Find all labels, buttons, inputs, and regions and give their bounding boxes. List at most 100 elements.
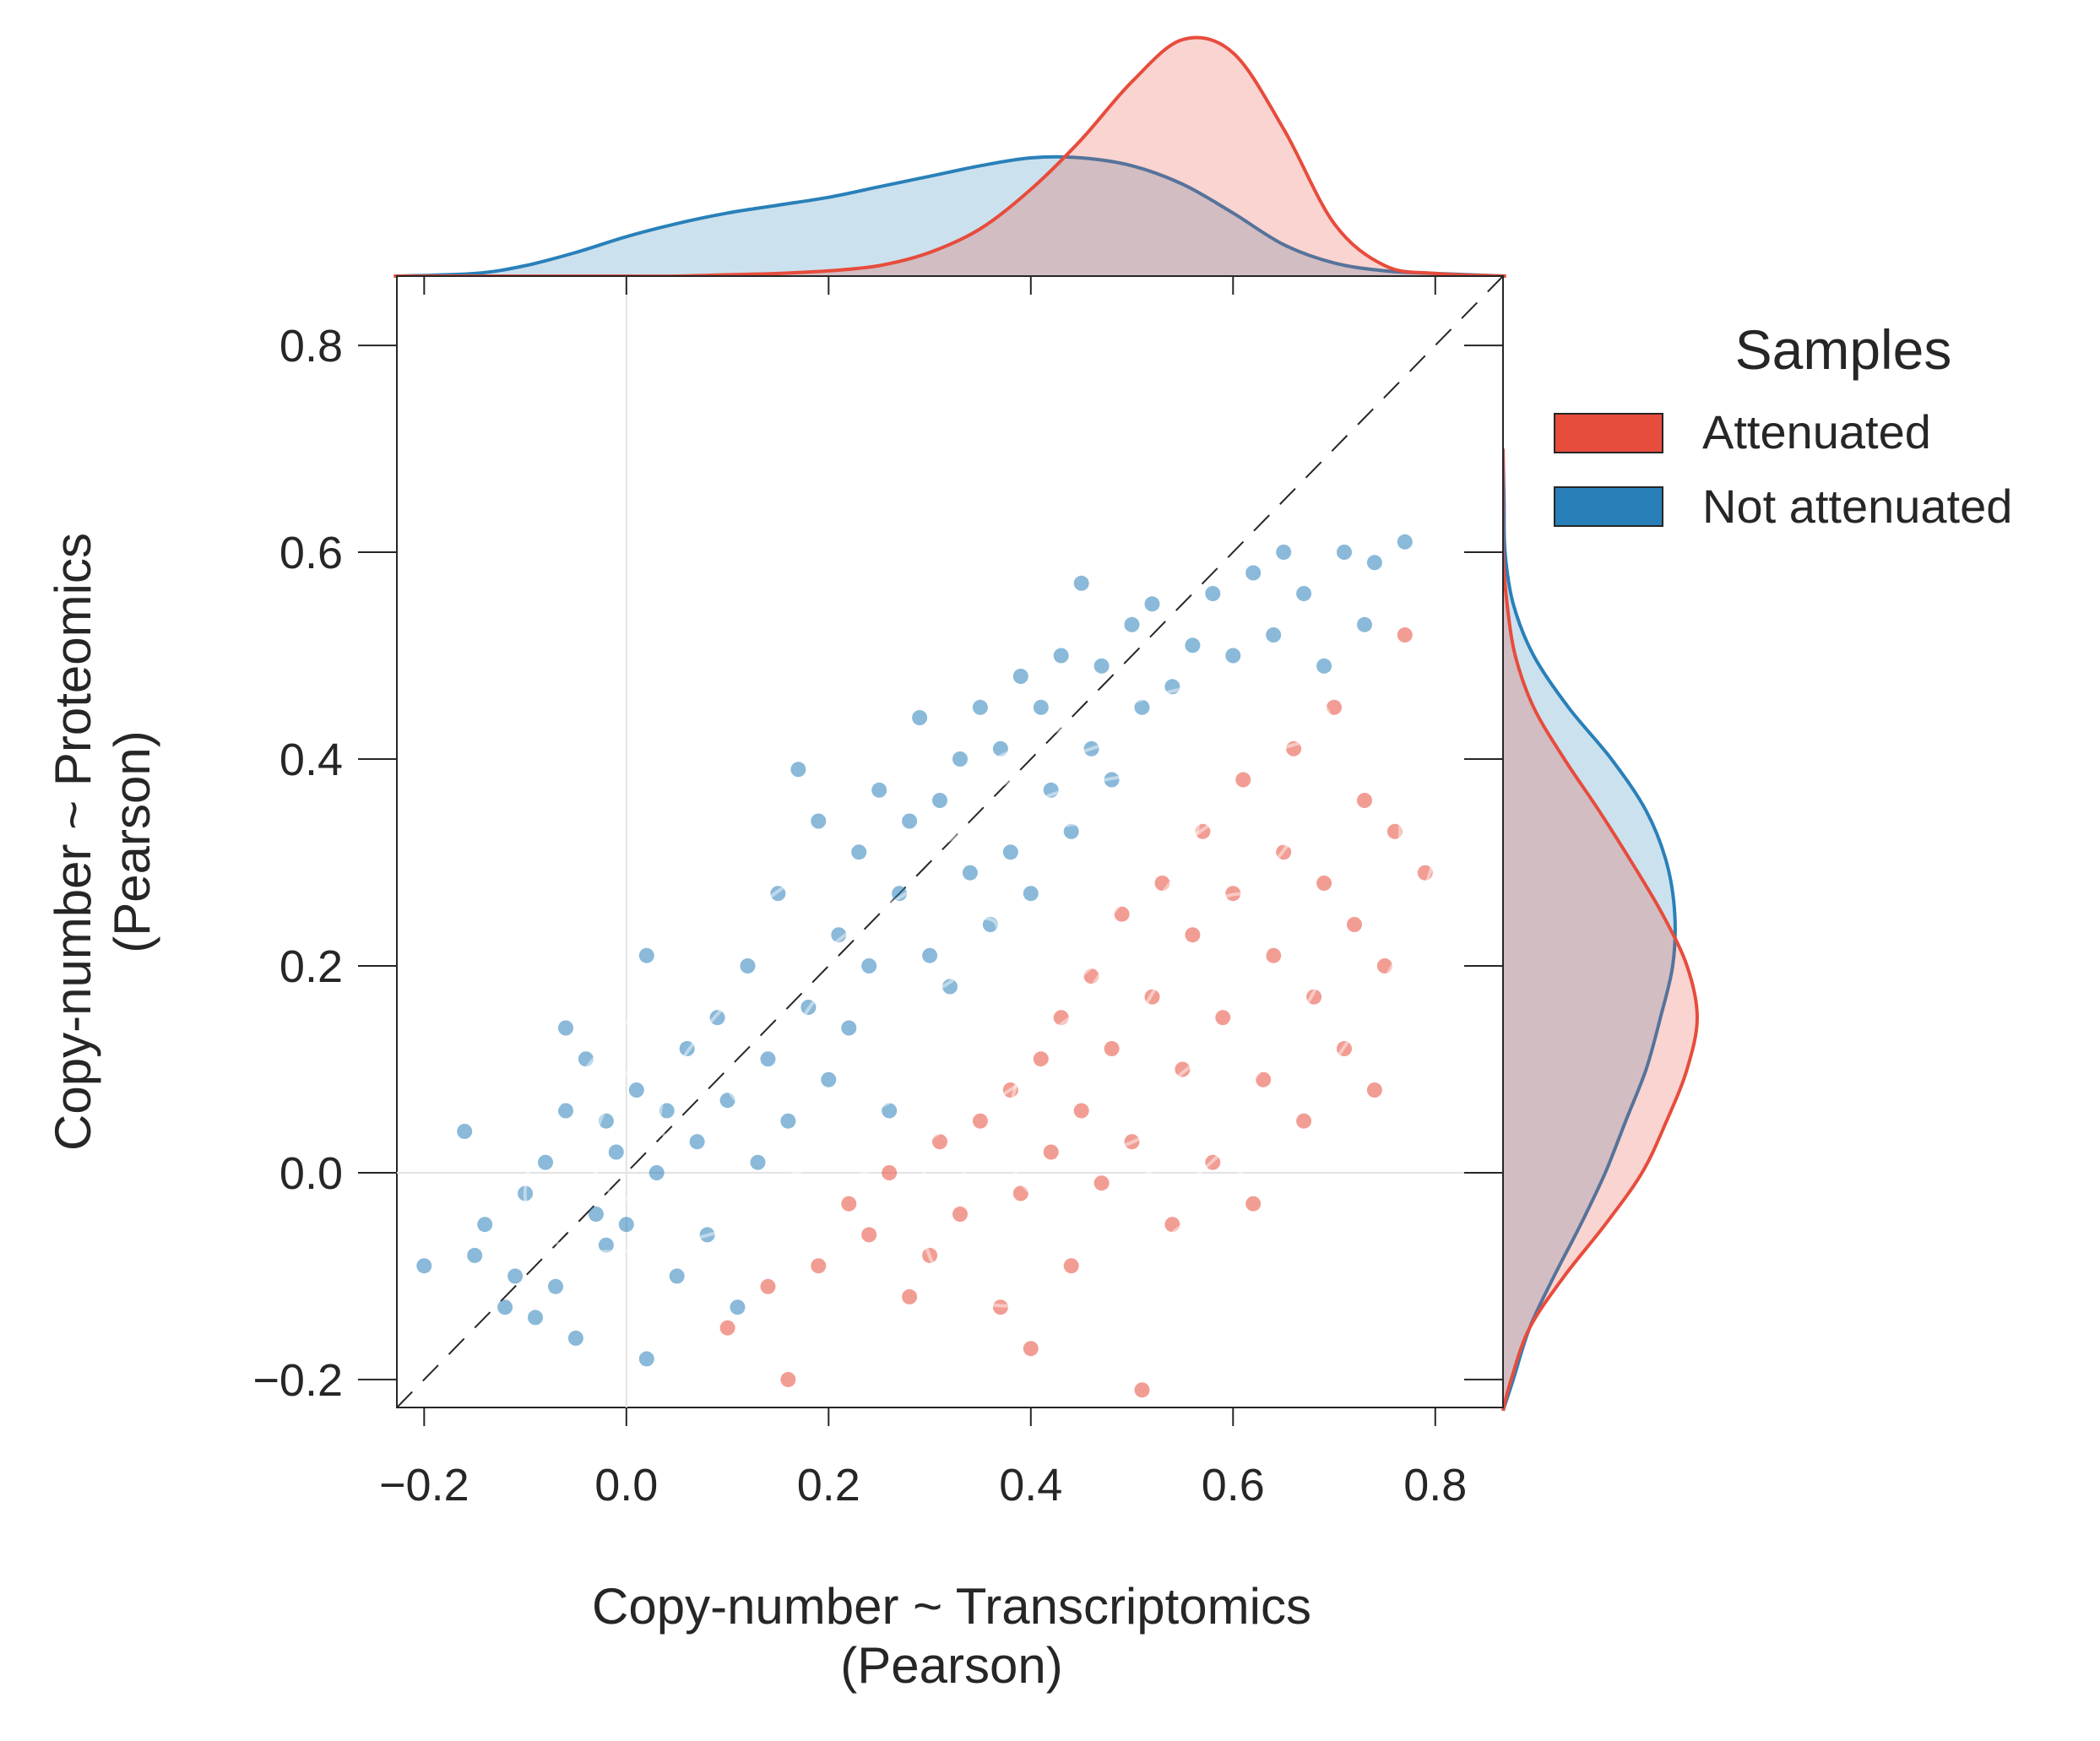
point-not-attenuated	[1023, 886, 1039, 902]
point-attenuated	[1053, 1010, 1069, 1026]
point-attenuated	[811, 1258, 827, 1274]
legend-label-attenuated: Attenuated	[1702, 405, 1931, 458]
point-not-attenuated	[1266, 627, 1282, 643]
point-attenuated	[719, 1320, 735, 1336]
point-not-attenuated	[618, 1217, 634, 1233]
point-attenuated	[1154, 876, 1170, 891]
point-attenuated	[1205, 1154, 1221, 1170]
point-attenuated	[1164, 1217, 1180, 1233]
point-not-attenuated	[518, 1185, 534, 1201]
point-not-attenuated	[1366, 555, 1382, 571]
right-marginal-density	[1500, 448, 1700, 1412]
scatter-points	[416, 534, 1433, 1398]
point-not-attenuated	[548, 1278, 563, 1294]
point-not-attenuated	[841, 1020, 857, 1036]
point-not-attenuated	[1337, 545, 1352, 560]
point-attenuated	[1175, 1061, 1191, 1077]
point-attenuated	[1366, 1082, 1382, 1098]
point-attenuated	[1083, 968, 1099, 984]
point-not-attenuated	[699, 1227, 715, 1243]
point-not-attenuated	[1397, 534, 1413, 550]
contour-not-attenuated	[725, 821, 1134, 1111]
point-attenuated	[922, 1247, 938, 1263]
point-not-attenuated	[871, 782, 887, 798]
point-not-attenuated	[1063, 823, 1079, 839]
point-not-attenuated	[1043, 782, 1059, 798]
point-attenuated	[1073, 1103, 1089, 1119]
point-attenuated	[1104, 1041, 1120, 1056]
point-attenuated	[841, 1196, 857, 1212]
x-tick-label: 0.4	[999, 1460, 1062, 1510]
legend-title: Samples	[1735, 318, 1952, 381]
point-attenuated	[1215, 1010, 1231, 1026]
point-not-attenuated	[1164, 679, 1180, 695]
contour-attenuated	[919, 686, 1446, 1308]
point-not-attenuated	[811, 813, 827, 829]
point-not-attenuated	[1316, 658, 1332, 674]
point-not-attenuated	[709, 1010, 725, 1026]
point-not-attenuated	[1245, 565, 1262, 581]
point-not-attenuated	[1083, 740, 1099, 757]
point-not-attenuated	[1225, 648, 1241, 664]
point-not-attenuated	[932, 793, 947, 808]
point-attenuated	[952, 1207, 968, 1222]
point-not-attenuated	[679, 1041, 695, 1056]
point-attenuated	[1266, 947, 1282, 963]
point-not-attenuated	[861, 958, 877, 974]
point-not-attenuated	[952, 751, 968, 767]
point-not-attenuated	[740, 958, 756, 974]
point-not-attenuated	[1093, 658, 1110, 674]
point-not-attenuated	[942, 979, 958, 995]
point-not-attenuated	[912, 710, 928, 725]
point-not-attenuated	[1144, 596, 1160, 612]
point-attenuated	[1357, 793, 1372, 808]
point-attenuated	[1337, 1041, 1352, 1056]
right-density-line-attenuated	[1500, 448, 1700, 1412]
point-attenuated	[1124, 1134, 1140, 1150]
point-not-attenuated	[538, 1154, 553, 1170]
point-attenuated	[1012, 1185, 1028, 1201]
contour-not-attenuated	[860, 916, 999, 1016]
point-not-attenuated	[972, 699, 988, 715]
right-density-fill-attenuated	[1502, 448, 1697, 1411]
point-not-attenuated	[457, 1124, 473, 1139]
point-attenuated	[1296, 1113, 1312, 1129]
right-density-fill-not-attenuated	[1503, 448, 1675, 1411]
point-not-attenuated	[1104, 772, 1120, 788]
point-attenuated	[1386, 823, 1403, 839]
point-not-attenuated	[760, 1051, 776, 1067]
point-not-attenuated	[558, 1103, 573, 1119]
point-not-attenuated	[477, 1217, 493, 1233]
point-not-attenuated	[882, 1103, 898, 1119]
point-not-attenuated	[1296, 586, 1312, 601]
point-not-attenuated	[598, 1113, 614, 1129]
contour-not-attenuated	[658, 773, 1202, 1158]
point-not-attenuated	[992, 740, 1008, 757]
point-attenuated	[1306, 989, 1322, 1005]
point-not-attenuated	[831, 927, 847, 943]
point-attenuated	[1276, 844, 1292, 860]
contour-not-attenuated	[590, 725, 1269, 1207]
point-not-attenuated	[638, 1351, 654, 1367]
point-not-attenuated	[567, 1330, 583, 1346]
point-not-attenuated	[1033, 699, 1049, 715]
x-axis-title-line2: (Pearson)	[840, 1637, 1062, 1694]
point-attenuated	[1376, 958, 1392, 974]
main-scatter-panel: −0.2 0.0 0.2 0.4 0.6 0.8 −0.2 0.0 0.2 0.4 0.6 0.8	[252, 275, 1504, 1510]
density-contours	[523, 678, 1446, 1308]
point-attenuated	[760, 1278, 776, 1294]
point-not-attenuated	[1012, 669, 1028, 684]
point-not-attenuated	[790, 762, 806, 778]
point-not-attenuated	[648, 1165, 665, 1180]
point-attenuated	[780, 1371, 796, 1387]
y-tick-label: 0.6	[279, 528, 343, 578]
point-not-attenuated	[1073, 575, 1089, 591]
point-attenuated	[1114, 906, 1130, 922]
point-not-attenuated	[922, 947, 938, 963]
point-not-attenuated	[638, 947, 654, 963]
x-axis-ticks: −0.2 0.0 0.2 0.4 0.6 0.8	[379, 276, 1467, 1510]
point-not-attenuated	[608, 1144, 624, 1160]
y-tick-label: 0.2	[279, 941, 343, 992]
point-attenuated	[1225, 886, 1241, 902]
